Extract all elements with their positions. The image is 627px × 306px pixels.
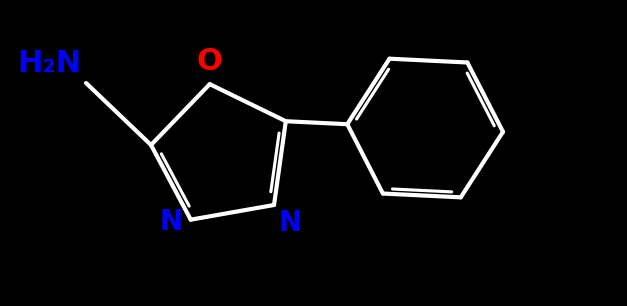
Text: N: N [160,208,182,236]
Text: H₂N: H₂N [17,49,81,78]
Text: N: N [278,209,301,237]
Text: O: O [197,47,223,76]
